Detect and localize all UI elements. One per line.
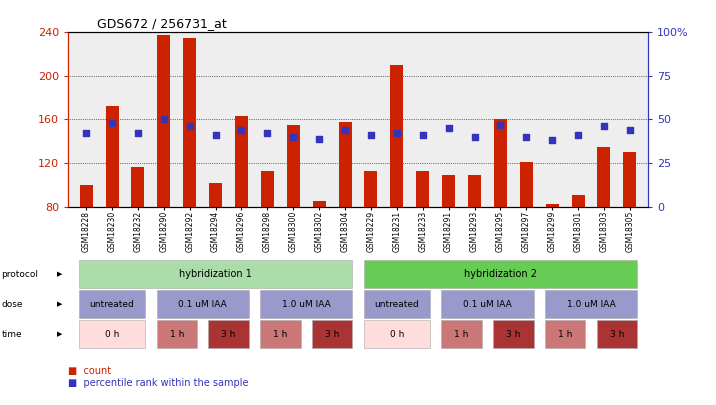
Bar bbox=[209, 183, 222, 207]
Text: untreated: untreated bbox=[374, 300, 419, 309]
Point bbox=[314, 135, 325, 142]
Bar bbox=[364, 171, 377, 207]
Bar bbox=[416, 171, 429, 207]
Text: 0.1 uM IAA: 0.1 uM IAA bbox=[463, 300, 512, 309]
Bar bbox=[390, 65, 403, 207]
Point bbox=[80, 130, 92, 136]
Text: hybridization 1: hybridization 1 bbox=[179, 269, 252, 279]
Point bbox=[417, 132, 428, 139]
Point bbox=[443, 125, 455, 131]
Point bbox=[210, 132, 221, 139]
Point bbox=[106, 120, 117, 126]
Text: 3 h: 3 h bbox=[506, 330, 521, 339]
Text: ■  count: ■ count bbox=[68, 366, 111, 375]
Text: ▶: ▶ bbox=[57, 331, 62, 337]
Point bbox=[599, 123, 610, 130]
Bar bbox=[468, 175, 481, 207]
Bar bbox=[624, 152, 637, 207]
Bar bbox=[546, 205, 558, 207]
Point bbox=[339, 127, 351, 133]
Bar bbox=[79, 185, 92, 207]
Point bbox=[469, 134, 480, 140]
Bar bbox=[571, 194, 584, 207]
Text: ▶: ▶ bbox=[57, 301, 62, 307]
Text: dose: dose bbox=[1, 300, 23, 309]
Bar bbox=[235, 116, 248, 207]
Text: ▶: ▶ bbox=[57, 271, 62, 277]
Text: untreated: untreated bbox=[90, 300, 135, 309]
Point bbox=[365, 132, 377, 139]
Text: 1 h: 1 h bbox=[455, 330, 469, 339]
Bar bbox=[494, 119, 507, 207]
Bar bbox=[339, 122, 352, 207]
Point bbox=[184, 123, 195, 130]
Text: 0 h: 0 h bbox=[390, 330, 404, 339]
Bar bbox=[158, 34, 170, 207]
Point bbox=[495, 122, 506, 128]
Point bbox=[158, 116, 170, 123]
Text: 0.1 uM IAA: 0.1 uM IAA bbox=[178, 300, 227, 309]
Text: 3 h: 3 h bbox=[325, 330, 339, 339]
Text: 1.0 uM IAA: 1.0 uM IAA bbox=[566, 300, 615, 309]
Bar bbox=[183, 38, 196, 207]
Text: hybridization 2: hybridization 2 bbox=[464, 269, 537, 279]
Point bbox=[261, 130, 273, 136]
Text: time: time bbox=[1, 330, 22, 339]
Point bbox=[521, 134, 532, 140]
Point bbox=[624, 127, 636, 133]
Point bbox=[572, 132, 584, 139]
Text: 1.0 uM IAA: 1.0 uM IAA bbox=[282, 300, 331, 309]
Text: 1 h: 1 h bbox=[170, 330, 184, 339]
Bar bbox=[132, 167, 145, 207]
Text: GDS672 / 256731_at: GDS672 / 256731_at bbox=[97, 17, 226, 30]
Bar bbox=[520, 162, 533, 207]
Text: 1 h: 1 h bbox=[558, 330, 572, 339]
Bar bbox=[287, 125, 300, 207]
Text: ■  percentile rank within the sample: ■ percentile rank within the sample bbox=[68, 378, 248, 388]
Text: 3 h: 3 h bbox=[221, 330, 236, 339]
Text: 0 h: 0 h bbox=[105, 330, 120, 339]
Point bbox=[236, 127, 247, 133]
Bar bbox=[442, 175, 455, 207]
Text: 3 h: 3 h bbox=[610, 330, 624, 339]
Point bbox=[288, 134, 299, 140]
Text: 1 h: 1 h bbox=[273, 330, 288, 339]
Bar bbox=[597, 147, 611, 207]
Bar bbox=[261, 171, 274, 207]
Point bbox=[391, 130, 402, 136]
Point bbox=[132, 130, 144, 136]
Point bbox=[546, 137, 558, 144]
Bar bbox=[313, 201, 326, 207]
Text: protocol: protocol bbox=[1, 270, 39, 279]
Bar bbox=[105, 107, 119, 207]
